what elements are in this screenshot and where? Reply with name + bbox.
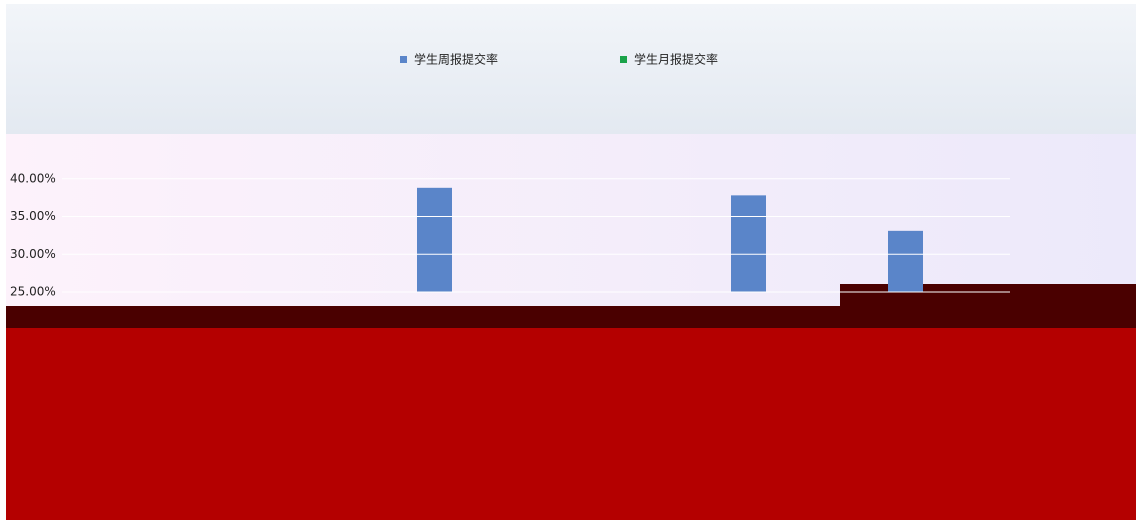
y-tick-label: 40.00% — [10, 171, 56, 185]
legend-background — [6, 4, 1136, 134]
legend-swatch — [400, 56, 407, 63]
y-tick-label: 35.00% — [10, 209, 56, 223]
legend-label: 学生周报提交率 — [414, 52, 498, 67]
plot-background — [6, 134, 1136, 306]
bar — [417, 187, 452, 292]
glitch-block — [840, 284, 1136, 306]
glitch-block — [6, 306, 1136, 328]
legend-label: 学生月报提交率 — [634, 52, 718, 67]
y-tick-label: 30.00% — [10, 247, 56, 261]
y-tick-label: 25.00% — [10, 285, 56, 299]
bar — [888, 230, 923, 292]
bar — [731, 195, 766, 292]
legend-swatch — [620, 56, 627, 63]
glitch-block — [6, 328, 1136, 520]
